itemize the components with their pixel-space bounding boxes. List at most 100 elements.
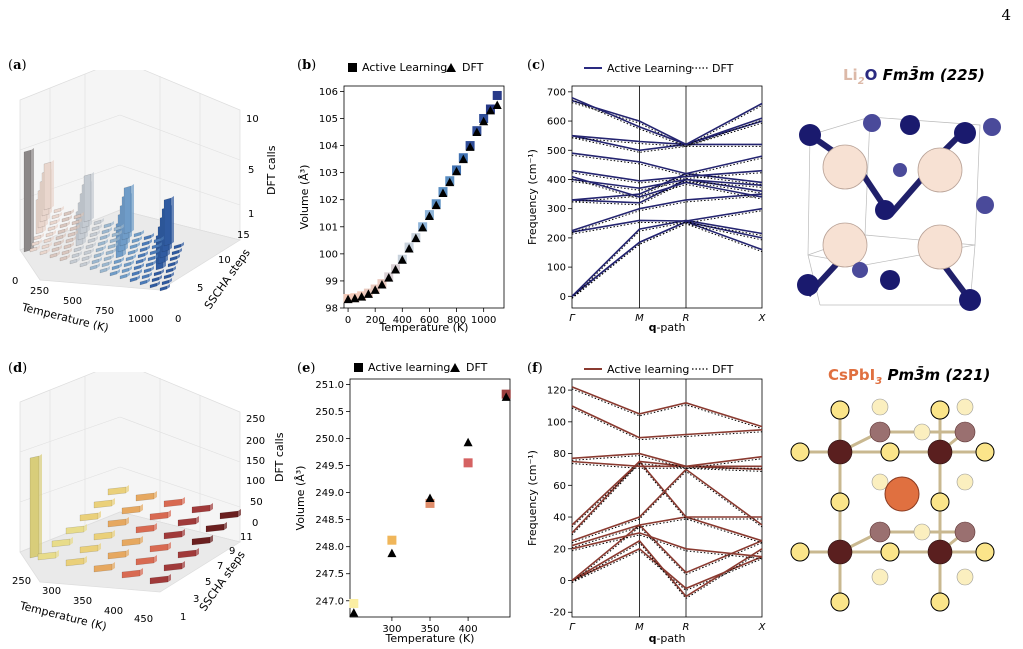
b-ytick-label-5: 103	[319, 168, 338, 179]
c-qtick-2: R	[683, 313, 690, 324]
panel-c-chart: Γ M R X 0 100 200 300 400 500 600 700 Active Learni…	[526, 62, 767, 334]
b-dft-point-2	[357, 292, 367, 301]
f-al-band-5	[571, 468, 763, 542]
a-bar-side-11	[137, 275, 140, 280]
c-ytick-label-0: 0	[560, 292, 566, 303]
cspbi3-formula: CsPbI	[828, 366, 876, 384]
b-dft-point-16	[452, 166, 462, 176]
c-qtick-0: Γ	[569, 313, 576, 324]
c-al-band-11	[571, 134, 762, 152]
f-al-band-11	[571, 386, 763, 428]
cspbi3-space-group: Pm3̄m (221)	[887, 366, 991, 384]
d-bar-side-12	[112, 530, 115, 538]
d-bar-side-28	[182, 497, 185, 505]
c-dft-band-14	[571, 99, 763, 147]
d-xtick-3: 400	[104, 606, 123, 617]
a-bar-side-63	[105, 239, 108, 244]
d-xlabel: Temperature (K)	[18, 599, 108, 633]
e-ytick-label-8: 251.0	[315, 380, 344, 391]
panel-label-d: (d)	[8, 361, 28, 376]
panel-e-chart: 300 350 400 247.0 247.5 248.0 248.5 249.0 249.5 2…	[294, 361, 511, 645]
e-ytick-label-6: 250.0	[315, 434, 344, 445]
b-xtick-label-2: 400	[393, 315, 412, 326]
c-al-band-10	[571, 152, 763, 175]
f-dft-band-6	[571, 462, 762, 536]
f-dft-band-5	[571, 470, 763, 544]
d-ztick-5: 250	[246, 414, 265, 425]
a-bar-side-98	[179, 248, 182, 253]
b-ytick-label-1: 99	[325, 276, 338, 287]
a-bar-side-109	[151, 233, 154, 238]
e-dft-point-0	[349, 608, 359, 617]
b-ytick-label-7: 105	[319, 114, 338, 125]
li2o-formula-o: O	[864, 66, 878, 84]
d-ztick-4: 200	[246, 436, 265, 447]
e-ytick-label-4: 249.0	[315, 488, 344, 499]
c-dft-band-13	[571, 102, 763, 147]
a-bar-side-70	[175, 260, 178, 265]
a-bar-side-1	[37, 245, 40, 250]
c-al-band-4	[571, 193, 763, 232]
f-dft-band-0	[571, 550, 763, 591]
a-bar-side-3	[57, 251, 60, 256]
b-dft-point-0	[343, 294, 353, 304]
b-legend-dft: DFT	[462, 61, 484, 74]
d-ztick-0: 0	[252, 518, 258, 529]
d-bar-side-7	[98, 543, 101, 551]
a-bar-side-12	[147, 278, 150, 283]
e-ylabel: Volume (Å³)	[294, 466, 307, 531]
a-bar-side-26	[149, 272, 152, 277]
f-ytick-label-0: -20	[550, 608, 566, 619]
b-dft-point-9	[404, 243, 414, 253]
a-bar-side-52	[133, 254, 136, 259]
d-xtick-2: 350	[73, 596, 92, 607]
c-al-band-8	[571, 175, 763, 198]
a-bar-side-80	[137, 242, 140, 247]
a-bar-side-16	[49, 242, 52, 247]
f-ytick-label-3: 40	[553, 513, 566, 524]
a-bar-side-78	[117, 236, 120, 241]
a-bar-side-60	[75, 230, 78, 235]
b-xtick-label-3: 600	[420, 315, 439, 326]
b-dft-point-14	[438, 188, 448, 197]
c-ytick-label-5: 500	[547, 146, 566, 157]
b-al-point-22	[492, 90, 502, 100]
c-ytick-label-6: 600	[547, 117, 566, 128]
cspbi3-formula-sub: 3	[875, 376, 883, 387]
a-bar-side-76	[97, 230, 100, 235]
c-al-band-1	[571, 220, 763, 297]
a-bar-99	[43, 161, 52, 211]
c-al-band-2	[571, 219, 763, 297]
a-xtick-3: 750	[95, 306, 114, 317]
a-bar-side-105	[111, 221, 114, 226]
d-ztick-2: 100	[246, 476, 265, 487]
c-dft-band-3	[571, 210, 763, 235]
c-ytick-label-7: 700	[547, 87, 566, 98]
f-qtick-1: M	[635, 622, 644, 633]
b-dft-point-13	[431, 200, 441, 210]
a-bar-side-67	[145, 251, 148, 256]
a-bar-side-20	[89, 254, 92, 259]
f-al-band-9	[571, 452, 763, 468]
e-xlabel: Temperature (K)	[385, 632, 475, 645]
d-bar-side-17	[126, 517, 129, 525]
b-dft-point-8	[397, 255, 407, 264]
a-bar-side-0	[31, 148, 34, 250]
d-bar-side-20	[210, 535, 213, 543]
a-bar-side-22	[109, 260, 112, 265]
a-bar-side-106	[121, 224, 124, 229]
f-dft-band-9	[571, 455, 763, 469]
d-bar-0	[29, 455, 40, 559]
b-xlabel: Temperature (K)	[379, 321, 469, 334]
b-ytick-label-4: 102	[319, 195, 338, 206]
c-dft-band-12	[571, 122, 763, 147]
a-bar-side-81	[147, 245, 150, 250]
a-bar-side-90	[99, 224, 102, 229]
a-bar-side-96	[159, 242, 162, 247]
e-ytick-label-5: 249.5	[315, 461, 344, 472]
a-bar-side-19	[79, 251, 82, 256]
a-bar-side-33	[81, 245, 84, 250]
a-zlabel: DFT calls	[265, 145, 278, 195]
li2o-space-group: Fm3̄m (225)	[882, 66, 985, 84]
f-ytick-label-7: 120	[547, 386, 566, 397]
